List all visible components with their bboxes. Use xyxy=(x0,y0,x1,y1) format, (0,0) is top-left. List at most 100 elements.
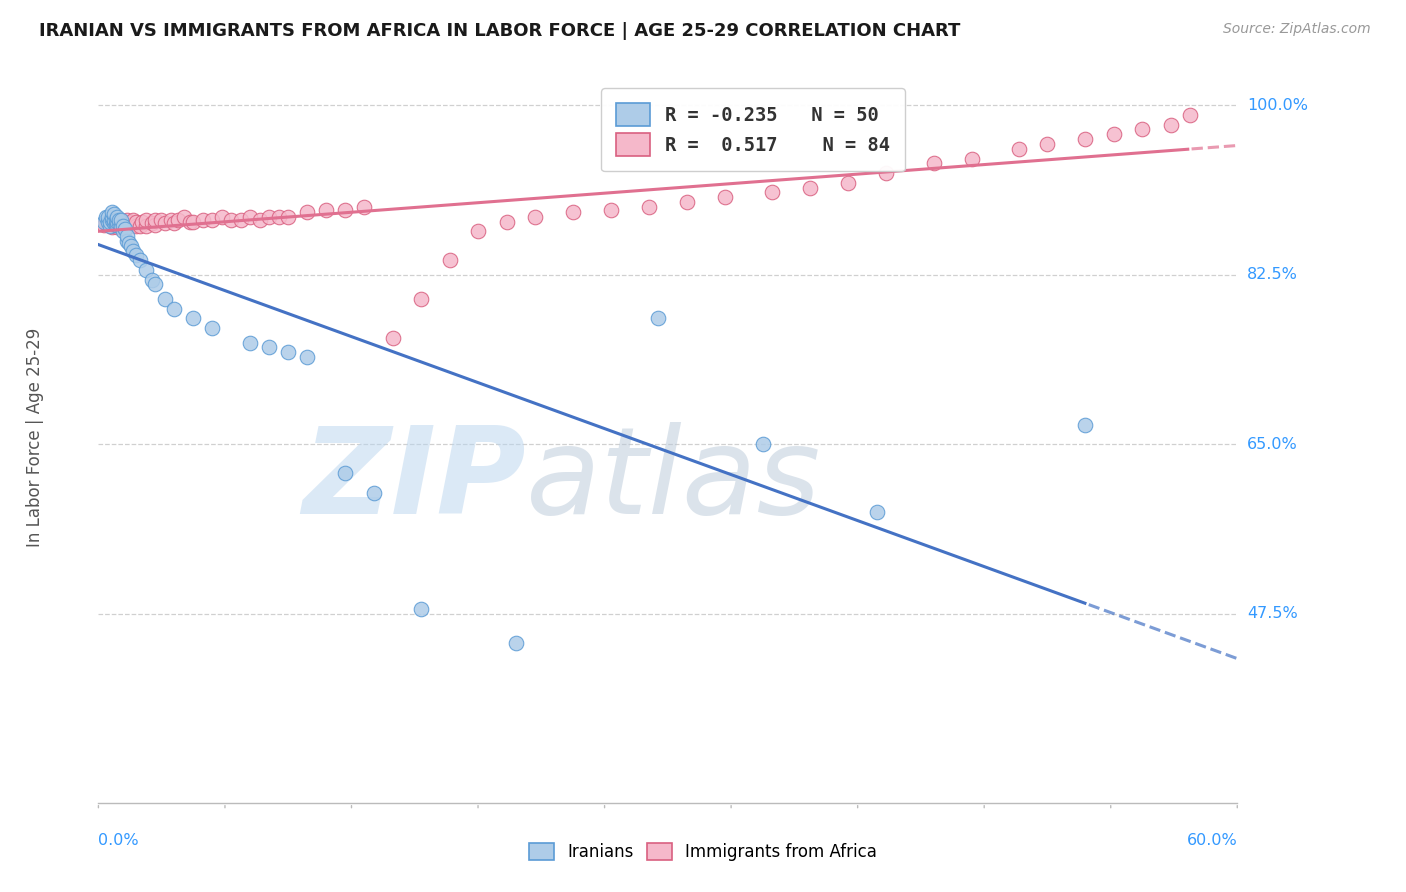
Point xyxy=(179,214,201,228)
Point xyxy=(100,217,122,231)
Point xyxy=(153,217,176,231)
Point xyxy=(145,219,167,233)
Point xyxy=(1008,142,1031,156)
Point xyxy=(752,437,775,451)
Legend: Iranians, Immigrants from Africa: Iranians, Immigrants from Africa xyxy=(522,836,884,868)
Point xyxy=(1178,108,1201,122)
Point xyxy=(875,166,897,180)
Point xyxy=(103,217,125,231)
Point xyxy=(141,217,163,231)
Point xyxy=(229,212,252,227)
Point xyxy=(104,219,127,233)
Point xyxy=(110,219,132,233)
Text: atlas: atlas xyxy=(526,423,821,540)
Point xyxy=(676,195,699,210)
Point xyxy=(115,229,138,244)
Point xyxy=(115,217,138,231)
Point xyxy=(135,212,157,227)
Point xyxy=(1102,128,1125,142)
Point xyxy=(714,190,737,204)
Point xyxy=(107,220,129,235)
Point xyxy=(297,204,319,219)
Point xyxy=(411,292,433,306)
Point xyxy=(259,210,281,224)
Point xyxy=(121,212,143,227)
Point xyxy=(221,212,243,227)
Point xyxy=(110,219,132,234)
Text: Source: ZipAtlas.com: Source: ZipAtlas.com xyxy=(1223,22,1371,37)
Text: In Labor Force | Age 25-29: In Labor Force | Age 25-29 xyxy=(25,327,44,547)
Point xyxy=(98,219,121,234)
Point xyxy=(118,235,141,250)
Point xyxy=(1074,132,1097,146)
Point xyxy=(249,212,271,227)
Point xyxy=(121,219,143,233)
Point xyxy=(125,214,148,228)
Point xyxy=(866,505,889,519)
Point xyxy=(1074,417,1097,432)
Point xyxy=(761,186,783,200)
Point xyxy=(600,202,623,217)
Point xyxy=(562,204,585,219)
Point xyxy=(100,220,122,235)
Point xyxy=(183,311,205,326)
Point xyxy=(315,202,337,217)
Point xyxy=(381,331,404,345)
Point xyxy=(150,212,173,227)
Point xyxy=(112,224,135,238)
Point xyxy=(239,335,262,350)
Point xyxy=(960,152,983,166)
Point xyxy=(118,219,141,233)
Text: 60.0%: 60.0% xyxy=(1187,833,1237,848)
Point xyxy=(110,212,132,227)
Point xyxy=(114,219,136,233)
Point xyxy=(100,212,122,227)
Point xyxy=(121,244,143,258)
Point xyxy=(120,238,142,252)
Point xyxy=(107,219,129,233)
Point xyxy=(167,212,190,227)
Point xyxy=(97,214,120,228)
Point xyxy=(112,219,135,234)
Legend: R = -0.235   N = 50, R =  0.517    N = 84: R = -0.235 N = 50, R = 0.517 N = 84 xyxy=(602,88,905,171)
Point xyxy=(112,214,135,228)
Text: ZIP: ZIP xyxy=(302,423,526,540)
Point xyxy=(103,212,125,227)
Point xyxy=(131,214,153,228)
Point xyxy=(799,180,821,194)
Point xyxy=(353,200,375,214)
Point xyxy=(100,204,122,219)
Point xyxy=(98,214,121,228)
Point xyxy=(129,219,152,234)
Point xyxy=(159,212,181,227)
Point xyxy=(495,214,517,228)
Point xyxy=(120,214,142,228)
Point xyxy=(837,176,859,190)
Point xyxy=(163,217,186,231)
Point xyxy=(191,212,214,227)
Point xyxy=(363,485,385,500)
Point xyxy=(145,212,167,227)
Point xyxy=(259,341,281,355)
Point xyxy=(112,219,135,233)
Point xyxy=(94,217,117,231)
Point xyxy=(201,212,224,227)
Point xyxy=(107,210,129,224)
Point xyxy=(108,219,131,233)
Point xyxy=(277,210,299,224)
Point xyxy=(115,220,138,235)
Point xyxy=(100,212,122,227)
Point xyxy=(145,277,167,292)
Text: 0.0%: 0.0% xyxy=(98,833,139,848)
Point xyxy=(297,350,319,364)
Point xyxy=(173,210,195,224)
Point xyxy=(335,467,357,481)
Point xyxy=(97,214,120,228)
Point xyxy=(110,212,132,227)
Point xyxy=(638,200,661,214)
Text: 100.0%: 100.0% xyxy=(1247,98,1308,112)
Point xyxy=(1036,136,1059,151)
Point xyxy=(153,292,176,306)
Text: 47.5%: 47.5% xyxy=(1247,607,1298,622)
Point xyxy=(411,602,433,616)
